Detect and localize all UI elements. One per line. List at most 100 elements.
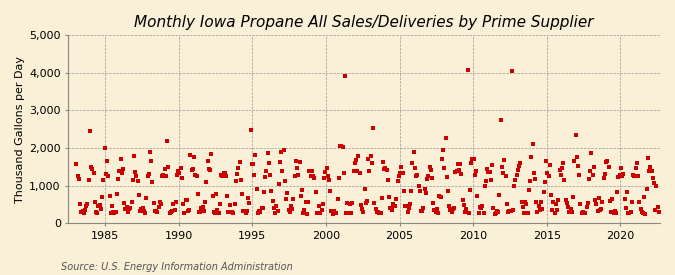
Point bbox=[445, 208, 456, 213]
Point bbox=[330, 210, 341, 215]
Point bbox=[487, 163, 497, 167]
Point bbox=[216, 172, 227, 177]
Point bbox=[170, 200, 181, 204]
Point bbox=[346, 211, 356, 216]
Point bbox=[222, 193, 233, 198]
Point bbox=[74, 177, 84, 181]
Point bbox=[391, 197, 402, 201]
Point bbox=[271, 204, 281, 208]
Point bbox=[430, 210, 441, 214]
Point bbox=[389, 203, 400, 208]
Point bbox=[93, 203, 104, 208]
Point bbox=[574, 172, 585, 177]
Point bbox=[451, 168, 462, 173]
Point bbox=[441, 174, 452, 179]
Point bbox=[119, 201, 130, 206]
Point bbox=[310, 189, 321, 194]
Point bbox=[279, 179, 290, 183]
Point bbox=[76, 209, 86, 214]
Point bbox=[189, 155, 200, 159]
Point bbox=[270, 211, 281, 215]
Point bbox=[479, 184, 490, 188]
Point bbox=[317, 202, 328, 206]
Point bbox=[272, 209, 283, 213]
Point bbox=[314, 204, 325, 208]
Point bbox=[419, 187, 430, 191]
Point bbox=[364, 169, 375, 173]
Point bbox=[168, 202, 179, 207]
Point bbox=[252, 211, 263, 215]
Point bbox=[385, 206, 396, 210]
Point bbox=[603, 164, 614, 169]
Point bbox=[290, 159, 301, 163]
Point bbox=[83, 178, 94, 183]
Point bbox=[524, 179, 535, 183]
Point bbox=[167, 208, 178, 213]
Point bbox=[629, 174, 640, 178]
Point bbox=[589, 165, 599, 169]
Point bbox=[514, 164, 524, 168]
Point bbox=[511, 173, 522, 177]
Point bbox=[224, 203, 235, 207]
Point bbox=[464, 210, 475, 215]
Point bbox=[595, 208, 605, 212]
Point bbox=[564, 210, 575, 214]
Point bbox=[437, 147, 448, 152]
Point bbox=[305, 174, 316, 178]
Point bbox=[266, 189, 277, 193]
Point bbox=[263, 161, 274, 165]
Point bbox=[111, 192, 122, 197]
Point bbox=[350, 160, 360, 165]
Point bbox=[147, 180, 158, 184]
Point bbox=[158, 173, 169, 177]
Point bbox=[416, 209, 427, 213]
Point bbox=[478, 211, 489, 215]
Point bbox=[81, 204, 92, 208]
Point bbox=[242, 209, 252, 214]
Point bbox=[219, 170, 230, 175]
Point bbox=[313, 211, 323, 215]
Point bbox=[443, 189, 454, 193]
Point bbox=[541, 159, 551, 163]
Point bbox=[553, 198, 564, 202]
Point bbox=[144, 149, 155, 154]
Point bbox=[327, 211, 338, 216]
Point bbox=[243, 196, 254, 200]
Point bbox=[217, 174, 227, 178]
Point bbox=[517, 204, 528, 209]
Point bbox=[278, 148, 289, 153]
Point bbox=[267, 199, 278, 203]
Point bbox=[560, 197, 571, 202]
Point bbox=[390, 203, 401, 208]
Point bbox=[538, 190, 549, 194]
Point bbox=[404, 202, 415, 206]
Point bbox=[225, 210, 236, 214]
Point bbox=[592, 209, 603, 214]
Point bbox=[131, 174, 142, 178]
Point bbox=[321, 166, 332, 170]
Point bbox=[347, 200, 358, 205]
Point bbox=[396, 165, 407, 169]
Point bbox=[602, 158, 613, 163]
Point bbox=[386, 208, 397, 212]
Point bbox=[338, 170, 349, 175]
Point bbox=[631, 161, 642, 165]
Point bbox=[625, 210, 636, 214]
Point bbox=[236, 192, 247, 196]
Point bbox=[383, 178, 394, 182]
Point bbox=[455, 162, 466, 166]
Point bbox=[169, 208, 180, 213]
Point bbox=[101, 172, 111, 176]
Point bbox=[137, 206, 148, 210]
Point bbox=[99, 145, 110, 150]
Point bbox=[207, 194, 218, 199]
Point bbox=[136, 207, 146, 211]
Point bbox=[368, 125, 379, 130]
Point bbox=[551, 202, 562, 206]
Point bbox=[400, 204, 410, 208]
Point bbox=[398, 189, 409, 193]
Point bbox=[228, 211, 239, 215]
Point bbox=[352, 169, 362, 173]
Point bbox=[86, 165, 97, 169]
Point bbox=[624, 211, 635, 215]
